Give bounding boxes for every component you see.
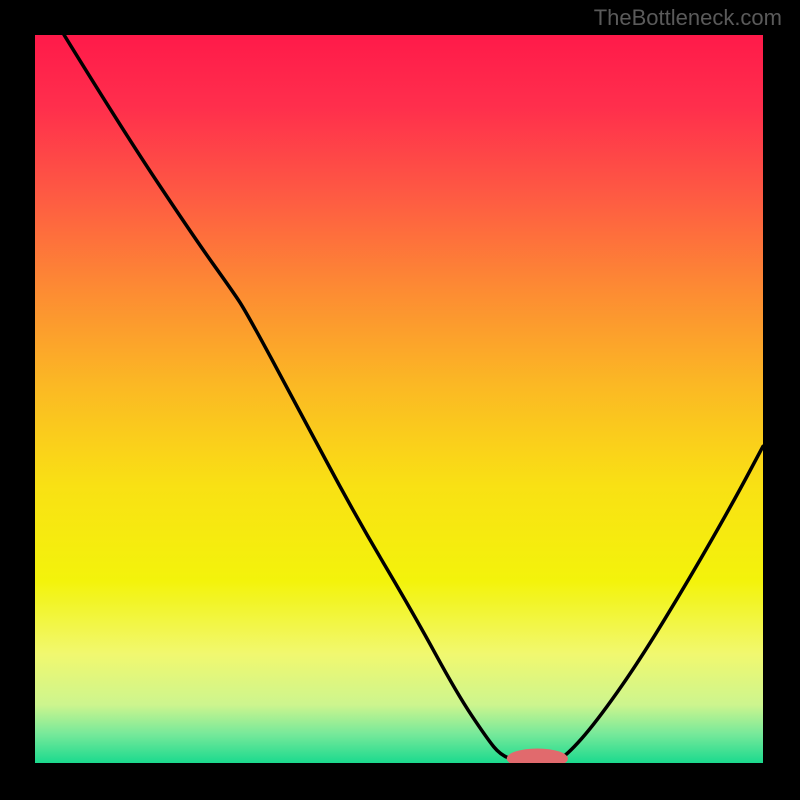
chart-container xyxy=(35,35,763,763)
gradient-background xyxy=(35,35,763,763)
watermark-text: TheBottleneck.com xyxy=(594,5,782,31)
bottleneck-chart xyxy=(35,35,763,763)
